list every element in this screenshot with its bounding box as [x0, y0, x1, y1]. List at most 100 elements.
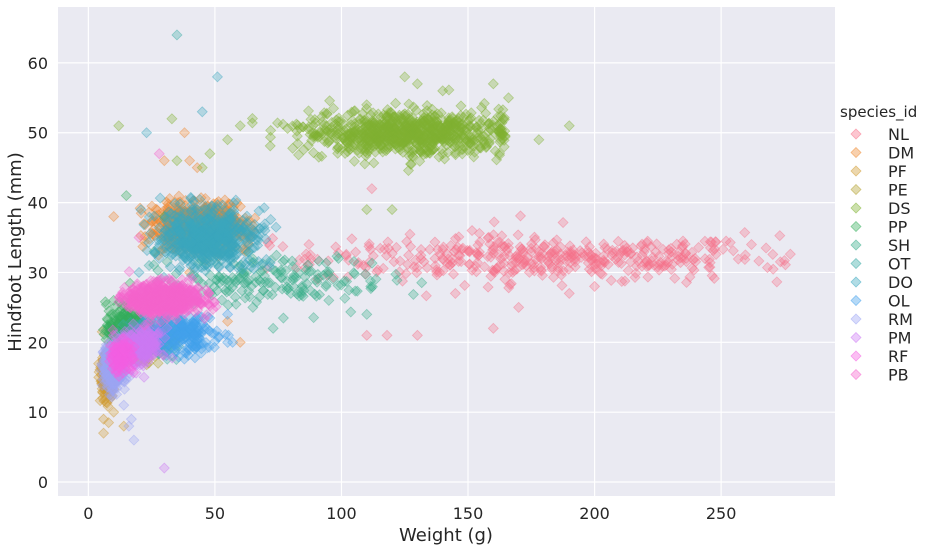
data-point	[537, 241, 550, 253]
data-point	[180, 194, 192, 207]
data-point	[188, 220, 200, 233]
data-point	[206, 219, 218, 231]
data-point	[340, 250, 352, 262]
data-point	[217, 234, 229, 246]
data-point	[237, 218, 249, 230]
data-point	[418, 256, 430, 268]
data-point	[172, 210, 184, 222]
data-point	[223, 224, 235, 236]
data-point	[203, 221, 215, 233]
data-point	[708, 272, 720, 285]
data-point	[404, 228, 416, 240]
data-point	[666, 258, 678, 270]
data-point	[551, 244, 563, 256]
data-point	[217, 228, 229, 240]
data-point	[154, 245, 166, 257]
data-point	[437, 241, 450, 253]
data-point	[445, 239, 457, 252]
data-point	[202, 209, 215, 221]
data-point	[657, 243, 669, 255]
data-point	[459, 279, 471, 291]
data-point	[213, 207, 225, 219]
data-point	[222, 218, 234, 230]
data-point	[223, 216, 235, 228]
data-point	[539, 239, 551, 251]
data-point	[343, 254, 355, 266]
data-point	[471, 256, 483, 269]
data-point	[449, 287, 461, 299]
data-point	[206, 239, 218, 251]
data-point	[403, 249, 415, 261]
data-point	[493, 249, 505, 261]
data-point	[503, 266, 516, 279]
data-point	[513, 253, 525, 265]
data-point	[185, 237, 197, 249]
data-point	[456, 243, 468, 256]
data-point	[484, 238, 496, 250]
data-point	[528, 258, 540, 270]
data-point	[212, 250, 224, 262]
data-point	[494, 258, 507, 270]
data-point	[523, 266, 535, 278]
data-point	[218, 221, 231, 233]
data-point	[598, 238, 610, 250]
data-point	[165, 231, 177, 243]
data-point	[267, 232, 279, 244]
data-point	[615, 257, 627, 269]
data-point	[625, 248, 637, 260]
data-point	[216, 209, 228, 222]
data-point	[501, 245, 513, 257]
data-point	[491, 237, 504, 249]
data-point	[660, 259, 672, 271]
data-point	[622, 265, 634, 277]
data-point	[176, 218, 188, 230]
data-point	[390, 241, 402, 254]
data-point	[239, 243, 251, 255]
data-point	[739, 253, 751, 266]
data-point	[663, 244, 675, 256]
data-point	[686, 262, 698, 274]
data-point	[196, 210, 208, 222]
data-point	[195, 213, 207, 225]
data-point	[570, 251, 582, 263]
data-point	[186, 208, 198, 220]
data-point	[551, 234, 563, 246]
data-point	[420, 290, 432, 302]
data-point	[665, 242, 677, 254]
data-point	[647, 251, 659, 263]
data-point	[199, 233, 211, 245]
data-point	[195, 225, 207, 238]
data-point	[182, 223, 195, 235]
data-point	[189, 221, 201, 233]
data-point	[190, 210, 202, 223]
data-point	[327, 271, 339, 283]
data-point	[709, 243, 721, 255]
data-point	[488, 241, 500, 253]
data-point	[535, 264, 547, 276]
data-point	[207, 217, 219, 229]
data-point	[485, 251, 497, 263]
data-point	[217, 246, 229, 258]
data-point	[621, 245, 633, 258]
data-point	[176, 230, 188, 242]
data-point	[503, 242, 515, 254]
data-point	[639, 243, 651, 255]
data-point	[538, 241, 551, 253]
data-point	[206, 228, 218, 240]
data-point	[228, 213, 240, 225]
data-point	[520, 260, 533, 272]
data-point	[612, 235, 624, 247]
data-point	[525, 258, 537, 270]
data-point	[473, 246, 485, 258]
data-point	[298, 253, 311, 265]
data-point	[411, 329, 423, 341]
data-point	[487, 229, 500, 241]
data-point	[210, 213, 222, 225]
data-point	[431, 269, 443, 281]
data-point	[174, 227, 186, 239]
data-point	[388, 256, 400, 268]
data-point	[636, 260, 648, 272]
data-point	[394, 255, 406, 267]
data-point	[676, 241, 688, 253]
data-point	[599, 242, 611, 254]
